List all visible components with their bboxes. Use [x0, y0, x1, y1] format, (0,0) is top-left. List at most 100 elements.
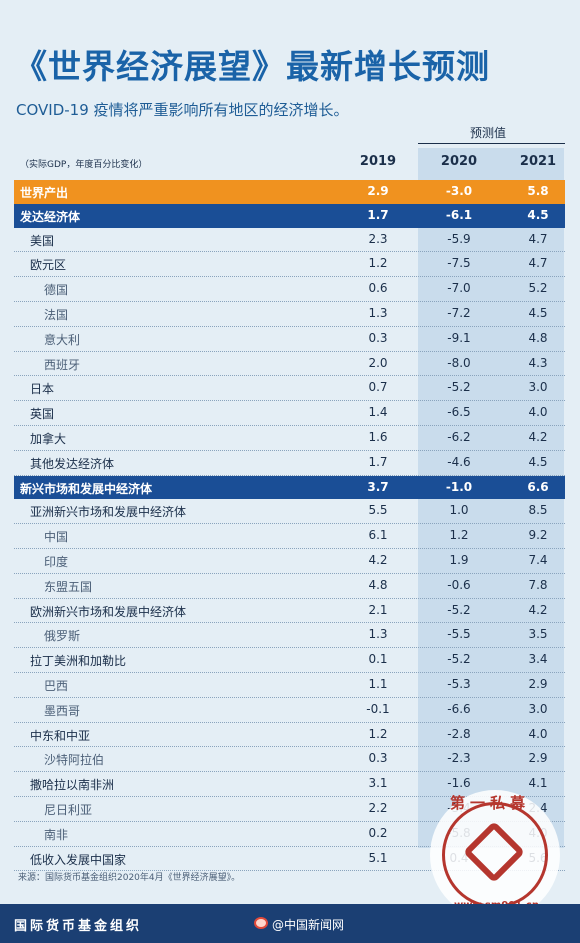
- value-2021: 4.8: [528, 330, 548, 345]
- table-row: 法国 1.3 -7.2 4.5: [14, 302, 565, 327]
- value-2021: 5.8: [527, 184, 549, 198]
- value-2021: 4.2: [528, 602, 548, 617]
- value-2019: 2.0: [368, 355, 388, 370]
- row-name: 欧洲新兴市场和发展中经济体: [30, 604, 187, 619]
- value-2021: 4.5: [528, 454, 548, 469]
- source-note: 来源：国际货币基金组织2020年4月《世界经济展望》。: [18, 873, 241, 883]
- table-row: 德国 0.6 -7.0 5.2: [14, 277, 565, 302]
- value-2021: 3.4: [528, 652, 548, 667]
- value-2019: 0.7: [368, 380, 388, 395]
- value-2020: -3.0: [445, 184, 473, 198]
- unit-note: （实际GDP，年度百分比变化）: [20, 160, 148, 170]
- table-row: 亚洲新兴市场和发展中经济体 5.5 1.0 8.5: [14, 499, 565, 525]
- table-row: 日本 0.7 -5.2 3.0: [14, 376, 565, 402]
- row-name: 印度: [44, 554, 69, 569]
- forecast-label: 预测值: [470, 126, 507, 140]
- value-2020: 1.2: [449, 528, 469, 543]
- value-2020: -8.0: [447, 355, 471, 370]
- row-name: 法国: [44, 307, 69, 322]
- value-2019: 1.2: [368, 726, 388, 741]
- value-2020: -7.0: [447, 281, 471, 296]
- value-2020: -5.2: [447, 380, 471, 395]
- table-row: 中东和中亚 1.2 -2.8 4.0: [14, 723, 565, 748]
- forecast-divider: [418, 143, 565, 144]
- year-header-2021: 2021: [519, 154, 557, 169]
- row-name: 西班牙: [44, 357, 81, 372]
- value-2020: -7.2: [447, 305, 471, 320]
- value-2019: 4.8: [368, 577, 388, 592]
- value-2021: 4.2: [528, 429, 548, 444]
- value-2019: 1.1: [368, 676, 388, 691]
- table-row: 其他发达经济体 1.7 -4.6 4.5: [14, 451, 565, 476]
- row-name: 撒哈拉以南非洲: [30, 778, 115, 793]
- value-2021: 4.7: [528, 231, 548, 246]
- value-2021: 3.0: [528, 380, 548, 395]
- row-name: 俄罗斯: [44, 629, 81, 644]
- row-name: 世界产出: [20, 186, 69, 200]
- row-name: 拉丁美洲和加勒比: [30, 654, 127, 669]
- table-row: 印度 4.2 1.9 7.4: [14, 549, 565, 574]
- value-2021: 3.0: [528, 701, 548, 716]
- table-row: 发达经济体 1.7 -6.1 4.5: [14, 203, 565, 228]
- value-2021: 7.8: [528, 577, 548, 592]
- value-2019: 1.7: [367, 207, 389, 222]
- row-name: 新兴市场和发展中经济体: [20, 481, 153, 496]
- value-2019: 0.3: [368, 751, 388, 766]
- value-2019: 6.1: [368, 528, 388, 543]
- table-row: 美国 2.3 -5.9 4.7: [14, 228, 565, 253]
- value-2021: 4.0: [528, 405, 548, 420]
- footer-bar: 国际货币基金组织 @中国新闻网: [0, 904, 580, 943]
- row-name: 其他发达经济体: [30, 456, 115, 471]
- value-2020: -1.6: [447, 776, 471, 791]
- table-row: 沙特阿拉伯 0.3 -2.3 2.9: [14, 747, 565, 773]
- table-row: 巴西 1.1 -5.3 2.9: [14, 673, 565, 698]
- growth-table: 世界产出 2.9 -3.0 5.8 发达经济体 1.7 -6.1 4.5 美国 2.3 -5.9 4.…: [14, 180, 565, 872]
- value-2021: 2.9: [528, 676, 548, 691]
- value-2021: 3.5: [528, 627, 548, 642]
- value-2020: -6.6: [447, 701, 471, 716]
- value-2019: 1.3: [368, 305, 388, 320]
- row-name: 墨西哥: [44, 703, 81, 718]
- table-row: 东盟五国 4.8 -0.6 7.8: [14, 574, 565, 599]
- row-name: 亚洲新兴市场和发展中经济体: [30, 505, 187, 520]
- value-2019: 1.2: [368, 256, 388, 271]
- value-2020: -5.5: [447, 627, 471, 642]
- value-2021: 2.9: [528, 751, 548, 766]
- value-2021: 5.2: [528, 281, 548, 296]
- table-row: 世界产出 2.9 -3.0 5.8: [14, 180, 565, 204]
- row-name: 中国: [44, 530, 69, 545]
- value-2019: 2.1: [368, 602, 388, 617]
- table-row: 拉丁美洲和加勒比 0.1 -5.2 3.4: [14, 648, 565, 673]
- footer-credit: @中国新闻网: [272, 918, 345, 932]
- value-2021: 9.2: [528, 528, 548, 543]
- table-row: 中国 6.1 1.2 9.2: [14, 524, 565, 549]
- value-2020: -2.3: [447, 751, 471, 766]
- value-2019: 2.2: [368, 800, 388, 815]
- row-name: 美国: [30, 233, 55, 248]
- value-2020: -1.0: [445, 479, 473, 494]
- value-2021: 4.5: [527, 207, 549, 222]
- table-row: 欧元区 1.2 -7.5 4.7: [14, 252, 565, 278]
- table-row: 欧洲新兴市场和发展中经济体 2.1 -5.2 4.2: [14, 599, 565, 624]
- row-name: 东盟五国: [44, 579, 93, 594]
- value-2019: 0.6: [368, 281, 388, 296]
- year-header-2019: 2019: [359, 154, 397, 169]
- value-2020: -0.6: [447, 577, 471, 592]
- table-row: 俄罗斯 1.3 -5.5 3.5: [14, 623, 565, 649]
- value-2020: -7.5: [447, 256, 471, 271]
- table-row: 西班牙 2.0 -8.0 4.3: [14, 352, 565, 377]
- value-2021: 4.1: [528, 776, 548, 791]
- table-row: 新兴市场和发展中经济体 3.7 -1.0 6.6: [14, 475, 565, 500]
- table-row: 墨西哥 -0.1 -6.6 3.0: [14, 698, 565, 723]
- row-name: 尼日利亚: [44, 802, 93, 817]
- value-2021: 4.0: [528, 726, 548, 741]
- value-2020: 1.0: [449, 503, 469, 518]
- value-2020: -4.6: [447, 454, 471, 469]
- value-2019: 1.6: [368, 429, 388, 444]
- value-2021: 7.4: [528, 552, 548, 567]
- row-name: 意大利: [44, 332, 81, 347]
- watermark-text: 第一私募: [450, 794, 531, 812]
- row-name: 欧元区: [30, 258, 67, 273]
- value-2020: -6.5: [447, 405, 471, 420]
- table-row: 撒哈拉以南非洲 3.1 -1.6 4.1: [14, 772, 565, 797]
